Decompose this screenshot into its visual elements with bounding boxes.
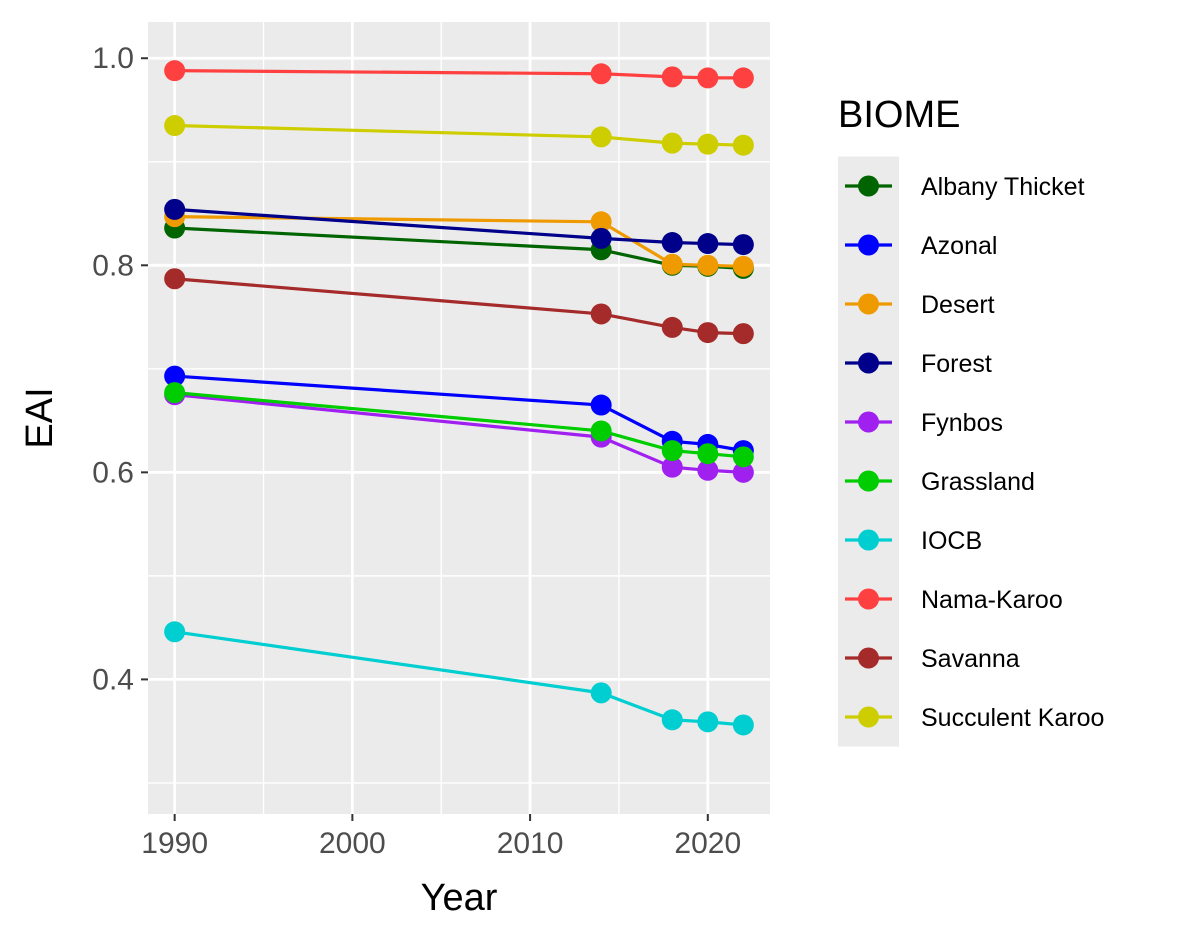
series-layer [164, 60, 754, 736]
legend-label: Savanna [921, 645, 1020, 673]
legend-label: Forest [921, 350, 992, 378]
data-point [164, 115, 186, 137]
legend-label: Nama-Karoo [921, 586, 1063, 614]
data-point [697, 254, 719, 276]
data-point [590, 394, 612, 416]
data-point [590, 303, 612, 325]
data-point [164, 365, 186, 387]
data-point [590, 420, 612, 442]
legend-key-point [858, 588, 879, 610]
legend-key-point [858, 175, 879, 197]
data-point [697, 443, 719, 465]
data-point [590, 63, 612, 85]
legend-label: Grassland [921, 468, 1035, 496]
legend-key-point [858, 411, 879, 433]
legend-label: Azonal [921, 232, 997, 260]
legend-label: Fynbos [921, 409, 1003, 437]
data-point [661, 709, 683, 731]
legend-title: BIOME [838, 94, 960, 136]
data-point [164, 268, 186, 290]
data-point [732, 714, 754, 736]
data-point [732, 461, 754, 483]
data-point [697, 459, 719, 481]
data-point [164, 382, 186, 404]
legend-label: Albany Thicket [921, 173, 1085, 201]
data-point [164, 198, 186, 220]
x-tick-label: 2000 [319, 827, 386, 860]
data-point [732, 323, 754, 345]
data-point [590, 126, 612, 148]
x-axis: 1990 2000 2010 2020 [141, 814, 741, 860]
legend-key-point [858, 293, 879, 315]
y-tick-label: 0.6 [92, 456, 134, 489]
data-point [661, 66, 683, 88]
legend: Albany Thicket Azonal Desert Forest Fynbos Gr… [838, 156, 1104, 747]
data-point [697, 233, 719, 255]
data-point [697, 711, 719, 733]
legend-key-point [858, 529, 879, 551]
data-point [732, 67, 754, 89]
data-point [661, 232, 683, 254]
data-point [732, 134, 754, 156]
data-point [661, 456, 683, 478]
data-point [590, 227, 612, 249]
data-point [164, 621, 186, 643]
x-axis-title: Year [421, 877, 498, 919]
data-point [732, 255, 754, 277]
y-axis: 0.4 0.6 0.8 1.0 [92, 42, 148, 696]
legend-key-point [858, 234, 879, 256]
data-point [697, 67, 719, 89]
data-point [732, 446, 754, 468]
x-tick-label: 2020 [674, 827, 741, 860]
data-point [590, 211, 612, 233]
data-point [697, 133, 719, 155]
data-point [661, 440, 683, 462]
data-point [661, 316, 683, 338]
data-point [164, 60, 186, 82]
legend-key-point [858, 706, 879, 728]
data-point [661, 132, 683, 154]
legend-key-point [858, 647, 879, 669]
y-tick-label: 1.0 [92, 42, 134, 75]
data-point [697, 322, 719, 344]
legend-key-point [858, 352, 879, 374]
y-tick-label: 0.8 [92, 249, 134, 282]
data-point [661, 253, 683, 275]
legend-key-point [858, 470, 879, 492]
legend-label: IOCB [921, 527, 982, 555]
data-point [732, 234, 754, 256]
y-axis-title: EAI [19, 387, 61, 448]
x-tick-label: 2010 [497, 827, 564, 860]
legend-label: Desert [921, 291, 995, 319]
legend-label: Succulent Karoo [921, 704, 1104, 732]
x-tick-label: 1990 [141, 827, 208, 860]
data-point [590, 682, 612, 704]
y-tick-label: 0.4 [92, 663, 134, 696]
